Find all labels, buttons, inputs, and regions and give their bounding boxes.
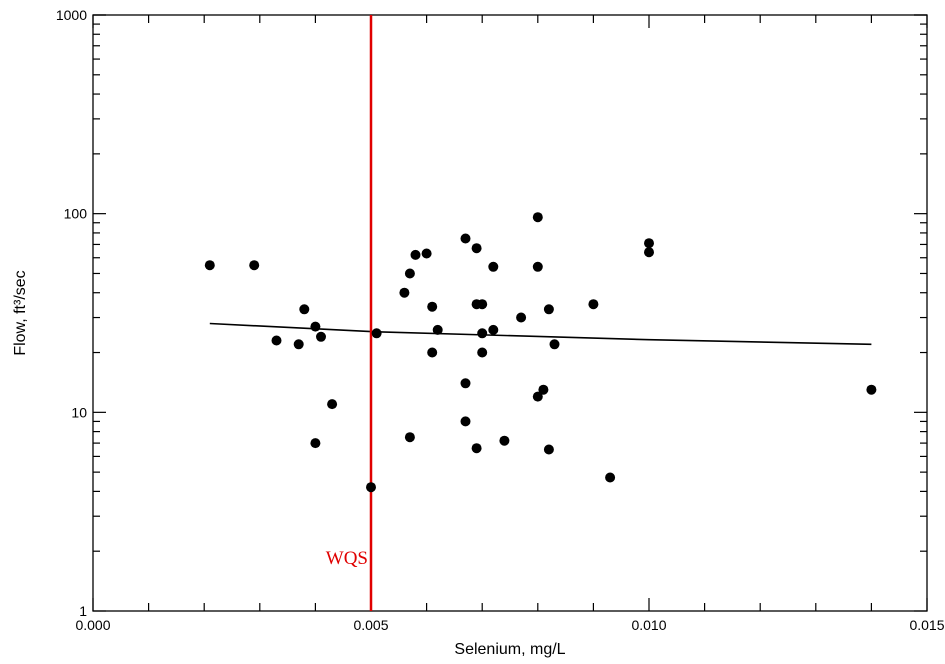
data-point: [532, 261, 543, 272]
data-point: [371, 328, 382, 339]
y-tick-labels: 1 10 100 1000: [56, 7, 87, 619]
x-tick-label: 0.015: [909, 617, 944, 633]
data-point: [410, 249, 421, 260]
data-point: [477, 328, 488, 339]
trend-line: [209, 322, 872, 346]
data-point: [404, 268, 415, 279]
data-point: [538, 384, 549, 395]
data-point: [471, 443, 482, 454]
data-point: [432, 324, 443, 335]
y-tick-label: 10: [71, 404, 87, 420]
y-axis-ticks: [93, 14, 927, 612]
y-axis-title: Flow, ft³/sec: [12, 270, 29, 355]
data-point: [460, 378, 471, 389]
data-point: [588, 299, 599, 310]
data-point: [605, 472, 616, 483]
y-tick-label: 1: [79, 603, 87, 619]
data-point: [310, 438, 321, 449]
data-point: [477, 299, 488, 310]
data-point: [471, 243, 482, 254]
trend-line-group: [209, 322, 872, 346]
data-point: [499, 435, 510, 446]
data-point: [488, 261, 499, 272]
data-point: [204, 260, 215, 271]
data-points: [204, 212, 877, 493]
data-point: [644, 247, 654, 258]
y-tick-label: 1000: [56, 7, 87, 23]
data-point: [299, 304, 310, 315]
y-tick-label: 100: [64, 206, 88, 222]
x-tick-labels: 0.000 0.005 0.010 0.015: [75, 617, 944, 633]
data-point: [866, 384, 877, 395]
data-point: [549, 339, 560, 350]
data-point: [249, 260, 260, 271]
data-point: [488, 324, 499, 335]
data-point: [532, 212, 543, 223]
data-point: [366, 482, 376, 493]
data-point: [427, 301, 438, 312]
data-point: [516, 312, 527, 323]
data-point: [399, 287, 410, 298]
data-point: [293, 339, 304, 350]
data-point: [460, 233, 471, 244]
data-point: [271, 335, 282, 346]
data-point: [543, 444, 554, 455]
x-axis-title: Selenium, mg/L: [454, 641, 565, 658]
data-point: [644, 238, 654, 249]
data-point: [310, 321, 321, 332]
data-point: [543, 304, 554, 315]
x-tick-label: 0.005: [353, 617, 388, 633]
x-axis-ticks: [92, 15, 928, 611]
data-point: [460, 416, 471, 427]
data-point: [477, 347, 488, 358]
x-tick-label: 0.000: [75, 617, 110, 633]
data-point: [316, 331, 326, 342]
data-point: [327, 399, 338, 410]
plot-frame: [92, 14, 928, 612]
wqs-label: WQS: [326, 548, 368, 569]
data-point: [421, 248, 432, 259]
data-point: [427, 347, 438, 358]
data-point: [532, 391, 543, 402]
data-point: [404, 432, 415, 443]
x-tick-label: 0.010: [631, 617, 666, 633]
plot-border: [92, 14, 928, 612]
